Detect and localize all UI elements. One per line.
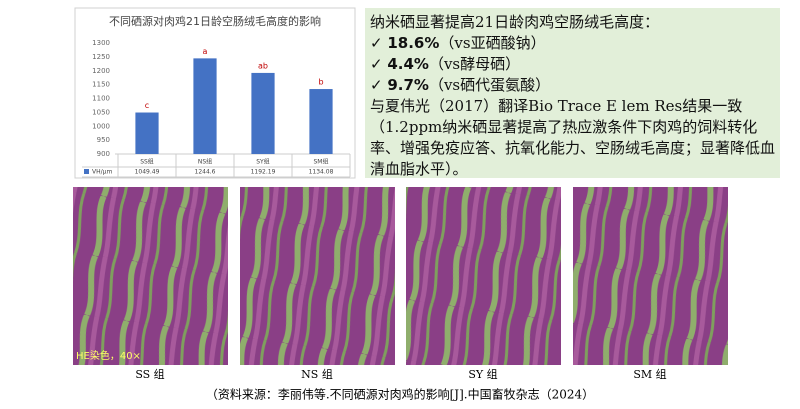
bullet: ✓ 4.4%（vs酵母硒） xyxy=(370,55,521,73)
x-tick-label: NS组 xyxy=(198,158,212,166)
micrographs xyxy=(73,187,728,365)
micrograph xyxy=(406,187,561,365)
image-label: SY 组 xyxy=(468,367,497,381)
stain-note: HE染色，40× xyxy=(76,349,141,362)
y-tick-label: 950 xyxy=(97,136,110,144)
paragraph: 与夏伟光（2017）翻译Bio Trace E lem Res结果一致（1.2p… xyxy=(370,97,776,178)
y-tick-label: 1050 xyxy=(92,108,110,116)
bullet-note: （vs亚硒酸钠） xyxy=(439,34,546,52)
legend-label: VH/μm xyxy=(92,169,112,176)
y-tick-label: 1200 xyxy=(92,67,110,75)
bar xyxy=(193,58,217,154)
image-label: NS 组 xyxy=(301,367,333,381)
x-tick-label: SY组 xyxy=(256,158,269,166)
chart-title: 不同硒源对肉鸡21日龄空肠绒毛高度的影响 xyxy=(109,14,321,28)
data-label: 1244.6 xyxy=(195,169,216,176)
y-tick-label: 1100 xyxy=(92,95,110,103)
significance-letter: ab xyxy=(258,61,268,70)
y-tick-label: 900 xyxy=(97,150,110,158)
image-label: SM 组 xyxy=(633,367,666,381)
y-tick-label: 1150 xyxy=(92,81,110,89)
bullet-note: （vs酵母硒） xyxy=(428,55,521,73)
data-label: 1049.49 xyxy=(135,169,160,176)
bullet-note: （vs硒代蛋氨酸） xyxy=(428,76,551,94)
bar xyxy=(135,112,159,154)
significance-letter: c xyxy=(145,101,149,110)
bullet-value: 18.6% xyxy=(387,34,440,52)
bar xyxy=(251,72,275,154)
x-tick-label: SM组 xyxy=(314,158,329,166)
micrograph xyxy=(573,187,728,365)
y-tick-label: 1000 xyxy=(92,122,110,130)
heading: 纳米硒显著提高21日龄肉鸡空肠绒毛高度： xyxy=(370,13,660,31)
y-tick-label: 1300 xyxy=(92,39,110,47)
bullet-value: 4.4% xyxy=(387,55,429,73)
x-tick-label: SS组 xyxy=(140,158,154,166)
y-tick-label: 1250 xyxy=(92,53,110,61)
data-label: 1134.08 xyxy=(309,169,334,176)
bullet-value: 9.7% xyxy=(387,76,429,94)
significance-letter: b xyxy=(318,78,323,87)
micrograph xyxy=(73,187,228,365)
bullet: ✓ 18.6%（vs亚硒酸钠） xyxy=(370,34,546,52)
bar xyxy=(309,89,333,154)
micrograph xyxy=(240,187,395,365)
text-box: 纳米硒显著提高21日龄肉鸡空肠绒毛高度： ✓ 18.6%（vs亚硒酸钠） ✓ 4… xyxy=(365,8,780,178)
data-label: 1192.19 xyxy=(251,169,276,176)
image-label: SS 组 xyxy=(135,367,164,381)
bullet: ✓ 9.7%（vs硒代蛋氨酸） xyxy=(370,76,551,94)
significance-letter: a xyxy=(203,47,208,56)
source: （资料来源：李丽伟等.不同硒源对肉鸡的影响[J].中国畜牧杂志（2024） xyxy=(206,387,594,402)
legend-key xyxy=(84,169,89,174)
